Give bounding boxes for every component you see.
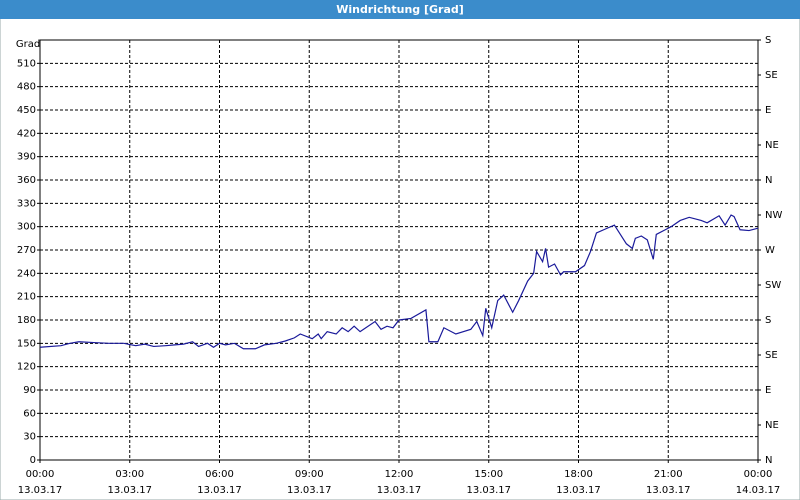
x-tick-date: 14.03.17 bbox=[736, 485, 781, 496]
x-tick-label: 15:00 bbox=[474, 469, 503, 480]
y-tick-label: 480 bbox=[17, 82, 36, 93]
x-tick-date: 13.03.17 bbox=[107, 485, 152, 496]
x-tick-label: 21:00 bbox=[654, 469, 683, 480]
y-tick-label: 450 bbox=[17, 105, 36, 116]
x-tick-date: 13.03.17 bbox=[377, 485, 422, 496]
x-tick-date: 13.03.17 bbox=[287, 485, 332, 496]
y-tick-label: 510 bbox=[17, 58, 36, 69]
x-tick-label: 03:00 bbox=[115, 469, 144, 480]
y-tick-label: 270 bbox=[17, 245, 36, 256]
y-tick-label: 240 bbox=[17, 268, 36, 279]
y-tick-label: 180 bbox=[17, 315, 36, 326]
x-tick-label: 06:00 bbox=[205, 469, 234, 480]
data-line bbox=[39, 214, 759, 350]
y2-tick-label: N bbox=[765, 455, 772, 466]
y2-tick-label: NW bbox=[765, 210, 782, 221]
y2-tick-label: E bbox=[765, 385, 771, 396]
x-tick-label: 12:00 bbox=[385, 469, 414, 480]
chart-title: Windrichtung [Grad] bbox=[336, 3, 464, 16]
y2-tick-label: E bbox=[765, 105, 771, 116]
x-tick-date: 13.03.17 bbox=[466, 485, 511, 496]
y2-tick-label: SW bbox=[765, 280, 781, 291]
y-axis-label: Grad bbox=[16, 39, 40, 50]
y-tick-label: 150 bbox=[17, 338, 36, 349]
y2-tick-label: S bbox=[765, 315, 771, 326]
x-tick-date: 13.03.17 bbox=[197, 485, 242, 496]
y-tick-label: 210 bbox=[17, 292, 36, 303]
y2-tick-label: S bbox=[765, 35, 771, 46]
y-tick-label: 420 bbox=[17, 128, 36, 139]
y-tick-label: 90 bbox=[23, 385, 36, 396]
x-tick-date: 13.03.17 bbox=[18, 485, 63, 496]
y2-tick-label: SE bbox=[765, 350, 778, 361]
title-bar bbox=[0, 0, 800, 19]
y-tick-label: 390 bbox=[17, 152, 36, 163]
y2-tick-label: W bbox=[765, 245, 775, 256]
y-tick-label: 60 bbox=[23, 408, 36, 419]
x-tick-label: 00:00 bbox=[26, 469, 55, 480]
y-tick-label: 120 bbox=[17, 362, 36, 373]
x-tick-label: 00:00 bbox=[744, 469, 773, 480]
y2-tick-label: SE bbox=[765, 70, 778, 81]
y2-tick-label: NE bbox=[765, 420, 779, 431]
x-tick-date: 13.03.17 bbox=[646, 485, 691, 496]
y-tick-label: 0 bbox=[30, 455, 36, 466]
y2-tick-label: N bbox=[765, 175, 772, 186]
x-tick-label: 18:00 bbox=[564, 469, 593, 480]
y-tick-label: 360 bbox=[17, 175, 36, 186]
plot-frame bbox=[39, 39, 759, 461]
y-tick-label: 330 bbox=[17, 198, 36, 209]
x-tick-label: 09:00 bbox=[295, 469, 324, 480]
x-tick-date: 13.03.17 bbox=[556, 485, 601, 496]
y-tick-label: 300 bbox=[17, 222, 36, 233]
y-tick-label: 30 bbox=[23, 432, 36, 443]
y2-tick-label: NE bbox=[765, 140, 779, 151]
